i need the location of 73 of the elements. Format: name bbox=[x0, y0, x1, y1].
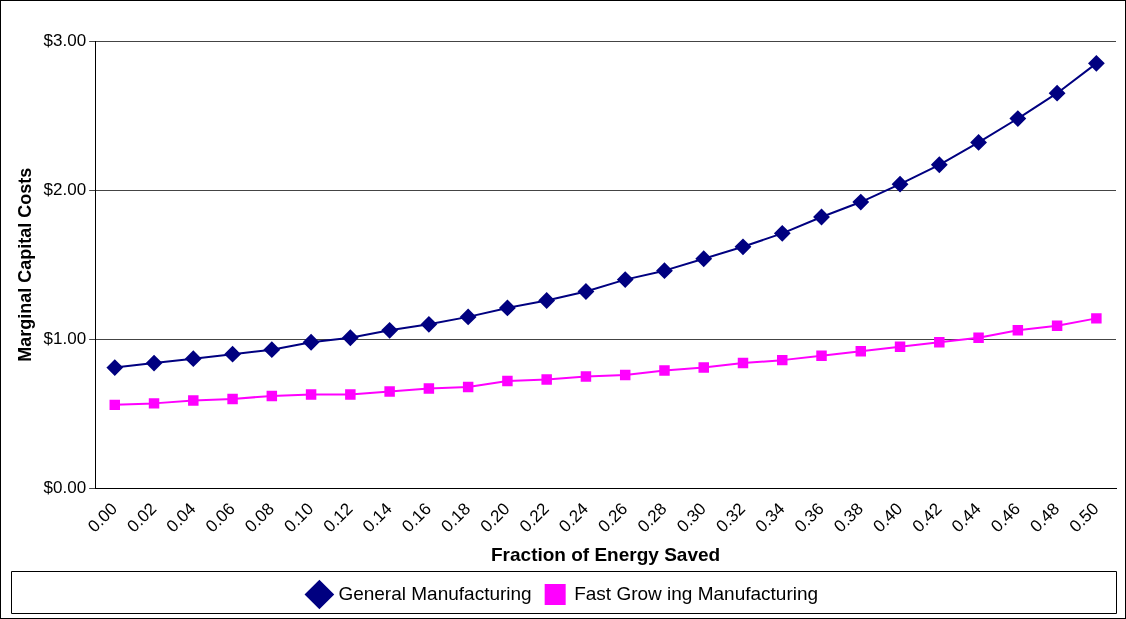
point bbox=[420, 316, 437, 333]
point bbox=[734, 238, 751, 255]
point bbox=[852, 194, 869, 211]
legend-label: Fast Grow ing Manufacturing bbox=[574, 582, 819, 604]
x-tick-label: 0.20 bbox=[476, 499, 514, 537]
point bbox=[384, 386, 395, 397]
x-tick-label: 0.10 bbox=[280, 499, 318, 537]
point bbox=[698, 362, 709, 373]
point bbox=[656, 262, 673, 279]
point bbox=[1049, 85, 1066, 102]
y-tick-label: $0.00 bbox=[43, 478, 87, 498]
point bbox=[619, 369, 631, 381]
point bbox=[931, 156, 948, 173]
y-tick-label: $2.00 bbox=[43, 179, 87, 199]
point bbox=[617, 271, 634, 288]
y-tick-label: $3.00 bbox=[43, 30, 87, 50]
point bbox=[224, 346, 241, 363]
x-tick-label: 0.50 bbox=[1065, 499, 1103, 537]
point bbox=[659, 365, 670, 376]
point bbox=[1091, 313, 1102, 324]
point bbox=[1051, 320, 1063, 332]
x-tick-label: 0.02 bbox=[123, 499, 161, 537]
point bbox=[185, 350, 202, 367]
point bbox=[777, 354, 788, 366]
x-tick-label: 0.34 bbox=[751, 499, 789, 537]
point bbox=[816, 350, 827, 361]
point bbox=[148, 398, 160, 409]
point bbox=[541, 374, 552, 385]
point bbox=[303, 334, 320, 351]
point bbox=[737, 357, 749, 369]
x-axis-title: Fraction of Energy Saved bbox=[491, 543, 721, 565]
x-tick-label: 0.32 bbox=[712, 499, 750, 537]
y-tick-label: $1.00 bbox=[43, 328, 87, 348]
point bbox=[106, 359, 123, 376]
point bbox=[774, 225, 791, 242]
x-tick-label: 0.48 bbox=[1026, 499, 1064, 537]
x-tick-label: 0.18 bbox=[437, 499, 475, 537]
point bbox=[1012, 325, 1024, 336]
point bbox=[345, 389, 356, 400]
point bbox=[1009, 110, 1026, 127]
point bbox=[460, 308, 477, 325]
point bbox=[855, 345, 867, 357]
legend-label: General Manufacturing bbox=[338, 582, 532, 604]
x-tick-label: 0.42 bbox=[908, 499, 946, 537]
point bbox=[577, 283, 594, 300]
point bbox=[423, 383, 435, 394]
point bbox=[381, 322, 398, 339]
point bbox=[1088, 55, 1105, 72]
point bbox=[892, 176, 909, 193]
point bbox=[462, 381, 474, 393]
point bbox=[109, 399, 121, 411]
point bbox=[146, 355, 163, 372]
point bbox=[227, 393, 238, 405]
point bbox=[502, 375, 513, 387]
x-tick-label: 0.40 bbox=[869, 499, 907, 537]
point bbox=[266, 390, 278, 402]
point bbox=[342, 329, 359, 346]
point bbox=[305, 389, 317, 400]
point bbox=[813, 208, 830, 225]
point bbox=[538, 292, 555, 309]
point bbox=[580, 371, 592, 382]
point bbox=[499, 299, 516, 316]
point bbox=[934, 336, 945, 348]
x-tick-label: 0.26 bbox=[594, 499, 632, 537]
point bbox=[263, 341, 280, 358]
point bbox=[973, 332, 984, 343]
point bbox=[695, 250, 712, 267]
x-tick-label: 0.04 bbox=[162, 499, 200, 537]
point bbox=[188, 395, 199, 406]
point bbox=[970, 134, 987, 151]
y-axis-title: Marginal Capital Costs bbox=[14, 167, 35, 362]
x-tick-label: 0.12 bbox=[319, 499, 357, 537]
point bbox=[894, 341, 906, 352]
